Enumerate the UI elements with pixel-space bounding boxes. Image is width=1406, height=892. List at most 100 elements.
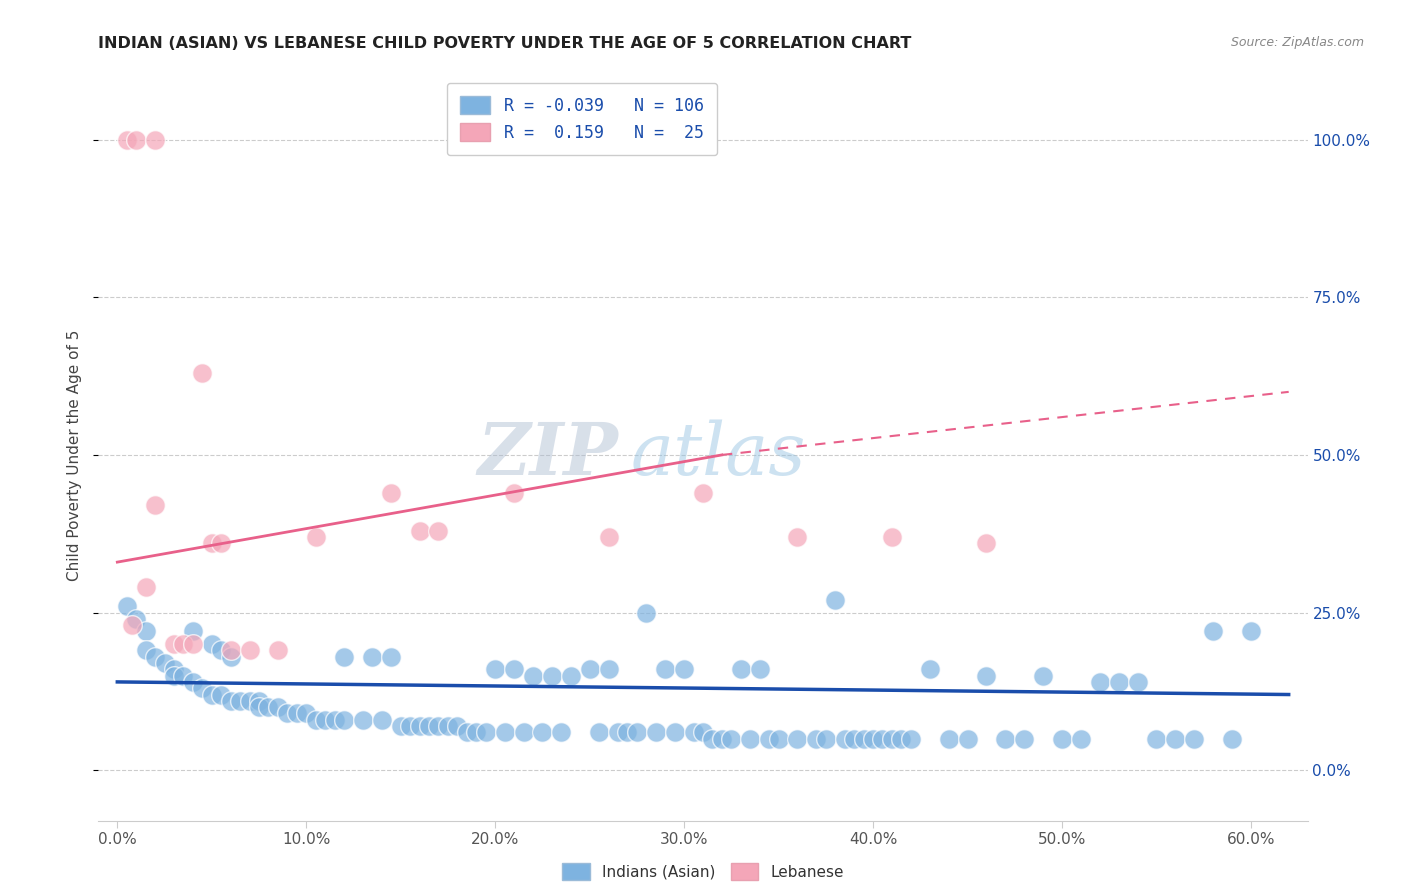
Point xyxy=(862,731,884,746)
Point xyxy=(209,643,232,657)
Point xyxy=(824,593,846,607)
Point xyxy=(890,731,912,746)
Point xyxy=(740,731,762,746)
Text: atlas: atlas xyxy=(630,419,806,491)
Point xyxy=(872,731,894,746)
Point xyxy=(720,731,742,746)
Point xyxy=(380,649,402,664)
Point xyxy=(181,637,204,651)
Point xyxy=(361,649,384,664)
Point xyxy=(938,731,960,746)
Point xyxy=(115,133,138,147)
Point xyxy=(1032,668,1054,682)
Point xyxy=(474,725,496,739)
Point xyxy=(408,524,430,538)
Point xyxy=(976,536,998,550)
Point xyxy=(380,485,402,500)
Point xyxy=(786,530,808,544)
Point xyxy=(201,637,224,651)
Point xyxy=(143,499,166,513)
Point xyxy=(153,656,176,670)
Point xyxy=(399,719,422,733)
Point xyxy=(135,580,157,594)
Text: INDIAN (ASIAN) VS LEBANESE CHILD POVERTY UNDER THE AGE OF 5 CORRELATION CHART: INDIAN (ASIAN) VS LEBANESE CHILD POVERTY… xyxy=(98,36,912,51)
Point xyxy=(768,731,790,746)
Point xyxy=(285,706,308,721)
Point xyxy=(710,731,733,746)
Point xyxy=(1240,624,1263,639)
Point xyxy=(758,731,780,746)
Point xyxy=(484,662,506,676)
Point xyxy=(503,662,526,676)
Point xyxy=(121,618,143,632)
Point xyxy=(626,725,648,739)
Point xyxy=(408,719,430,733)
Point xyxy=(900,731,922,746)
Point xyxy=(494,725,516,739)
Point xyxy=(730,662,752,676)
Point xyxy=(209,688,232,702)
Point xyxy=(1126,674,1149,689)
Point xyxy=(305,713,328,727)
Point xyxy=(956,731,979,746)
Point xyxy=(352,713,374,727)
Point xyxy=(588,725,610,739)
Point xyxy=(219,694,242,708)
Point xyxy=(1220,731,1243,746)
Text: Source: ZipAtlas.com: Source: ZipAtlas.com xyxy=(1230,36,1364,49)
Point xyxy=(427,524,450,538)
Point xyxy=(229,694,252,708)
Point xyxy=(465,725,488,739)
Point xyxy=(598,530,620,544)
Point xyxy=(531,725,554,739)
Point xyxy=(540,668,562,682)
Point xyxy=(172,668,194,682)
Point xyxy=(191,366,214,380)
Point xyxy=(333,713,356,727)
Point xyxy=(918,662,941,676)
Point xyxy=(267,700,290,714)
Point xyxy=(550,725,572,739)
Point xyxy=(456,725,478,739)
Point xyxy=(181,674,204,689)
Point xyxy=(446,719,468,733)
Point xyxy=(191,681,214,696)
Point xyxy=(143,649,166,664)
Point xyxy=(323,713,346,727)
Point xyxy=(427,719,450,733)
Point xyxy=(125,612,148,626)
Point xyxy=(636,606,658,620)
Point xyxy=(852,731,875,746)
Point xyxy=(418,719,440,733)
Point xyxy=(654,662,676,676)
Point xyxy=(1146,731,1168,746)
Point xyxy=(172,637,194,651)
Y-axis label: Child Poverty Under the Age of 5: Child Poverty Under the Age of 5 xyxy=(67,329,83,581)
Point xyxy=(247,694,270,708)
Point xyxy=(163,668,186,682)
Point xyxy=(786,731,808,746)
Point xyxy=(834,731,856,746)
Point xyxy=(844,731,866,746)
Point xyxy=(1012,731,1035,746)
Point xyxy=(219,649,242,664)
Point xyxy=(1088,674,1111,689)
Point xyxy=(201,536,224,550)
Point xyxy=(692,725,714,739)
Point xyxy=(247,700,270,714)
Point xyxy=(437,719,460,733)
Point xyxy=(125,133,148,147)
Point xyxy=(814,731,837,746)
Point xyxy=(664,725,686,739)
Point xyxy=(1050,731,1073,746)
Point xyxy=(239,694,262,708)
Point xyxy=(806,731,828,746)
Point xyxy=(135,624,157,639)
Point xyxy=(880,731,903,746)
Text: ZIP: ZIP xyxy=(478,419,619,491)
Point xyxy=(976,668,998,682)
Point xyxy=(333,649,356,664)
Point xyxy=(201,688,224,702)
Point xyxy=(512,725,534,739)
Point xyxy=(1202,624,1225,639)
